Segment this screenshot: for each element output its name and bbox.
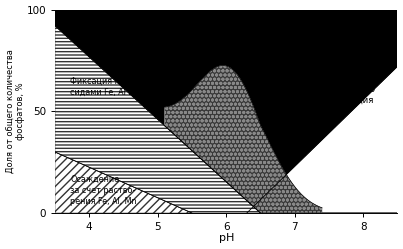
Text: Взаимодействие
с силикатами: Взаимодействие с силикатами (213, 101, 267, 171)
Text: Осаждение
за счет раство-
рения Fe, Al, Mn: Осаждение за счет раство- рения Fe, Al, … (70, 175, 137, 206)
Text: Фиксация гидрок-
сидами Fe, Al и Mg: Фиксация гидрок- сидами Fe, Al и Mg (70, 77, 148, 97)
Text: Преимущественно
фосфаты кальция: Преимущественно фосфаты кальция (290, 85, 375, 105)
Y-axis label: Доля от общего количества
фосфатов, %: Доля от общего количества фосфатов, % (6, 49, 25, 173)
Text: Относительно усвояемые
фосфаты: Относительно усвояемые фосфаты (103, 24, 226, 44)
X-axis label: pH: pH (218, 234, 234, 244)
